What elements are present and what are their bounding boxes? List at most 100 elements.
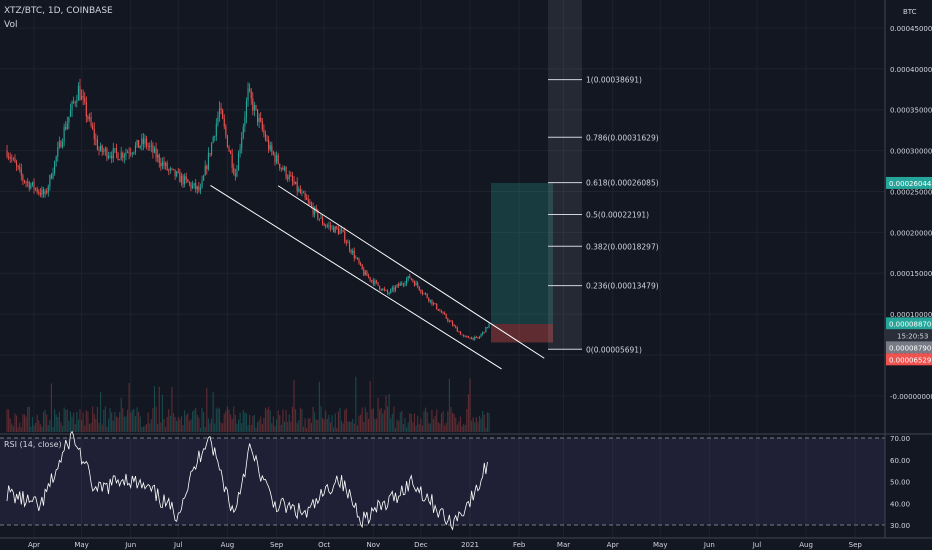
time-tick-label: Aug [221,541,235,549]
volume-bar [206,388,208,432]
volume-bar [352,419,354,432]
candle-body [417,282,419,287]
volume-bar [442,411,444,432]
volume-bar [380,407,382,432]
candle-body [415,282,417,286]
candle-body [428,297,430,302]
volume-bar [317,420,319,432]
volume-bar [371,409,373,432]
volume-bar [215,408,217,432]
fib-level-label: 0.618(0.00026085) [586,179,659,188]
candle-body [41,189,43,195]
volume-bar [448,378,450,432]
candle-body [77,86,79,101]
stop-zone [491,323,553,343]
volume-bar [179,419,181,432]
drawings[interactable] [210,184,545,370]
volume-bar [46,414,48,432]
volume-bar [329,422,332,432]
candle-body [331,226,333,228]
candle-body [231,153,233,168]
candle-body [404,283,406,285]
candle-body [466,336,468,337]
rsi-tick-label: 40.00 [890,500,910,508]
volume-bar [337,411,339,432]
candle-body [61,142,64,148]
volume-bar [182,425,184,432]
volume-bar [447,411,449,432]
volume-bar [12,425,14,432]
candle-body [309,201,311,205]
candle-body [117,152,119,160]
volume-bar [39,424,41,432]
volume-bar [93,414,95,432]
volume-bar [483,414,485,432]
volume-bar [363,421,365,432]
candle-body [334,226,336,233]
volume-bar [88,423,91,432]
candle-body [163,161,165,166]
volume-bar [20,427,22,432]
volume-bar [274,425,276,432]
candle-body [407,276,409,280]
candle-body [455,325,457,328]
price-tick-label: 0.00045000 [890,25,932,33]
candle-body [341,229,343,231]
volume-bar [434,415,436,432]
candle-body [73,101,75,103]
volume-label: Vol [4,20,17,30]
candle-body [461,334,463,336]
candle-body [223,118,225,127]
candle-body [126,152,129,153]
volume-bar [92,406,94,432]
volume-bar [57,416,59,432]
candle-body [199,187,202,191]
volume-bar [379,409,381,432]
volume-bar [486,412,488,432]
candle-body [49,175,51,187]
stop-price-badge [886,353,932,366]
candle-body [176,171,178,177]
candle-body [17,165,19,168]
candle-body [196,186,198,190]
candle-body [122,152,124,158]
volume-bar [453,413,455,432]
volume-bar [120,397,122,432]
volume-bar [25,416,27,432]
candle-body [377,282,379,286]
volume-bar [425,407,427,432]
volume-bar [9,418,11,432]
candle-body [363,269,365,276]
volume-bar [230,414,232,432]
candle-body [226,135,228,148]
volume-bar [128,382,130,432]
position-zones [491,0,582,350]
candle-body [179,172,181,183]
fib-retracement[interactable]: 1(0.00038691) 0.786(0.00031629) 0.618(0.00… [548,76,659,355]
volume-bar [158,386,160,432]
candle-body [398,284,400,286]
volume-bar [209,423,211,432]
candle-body [326,225,328,227]
volume-bar [401,410,403,432]
volume-bar [307,418,309,432]
volume-bar [98,422,100,432]
time-tick-label: Jun [124,541,136,549]
time-tick-label: Jul [752,541,762,549]
candle-body [276,155,278,162]
channel-lower-line [210,184,502,370]
candle-body [42,189,45,195]
volume-bar [223,413,225,432]
candle-body [467,336,469,338]
candle-body [439,310,441,312]
volume-bar [247,425,249,432]
candle-body [203,175,205,181]
candle-body [480,334,482,337]
candle-body [296,181,298,192]
volume-bar [87,411,89,432]
volume-bar [377,397,379,432]
candle-body [383,288,385,290]
price-tick-label: 0.00020000 [890,229,932,237]
volume-bar [312,406,314,432]
